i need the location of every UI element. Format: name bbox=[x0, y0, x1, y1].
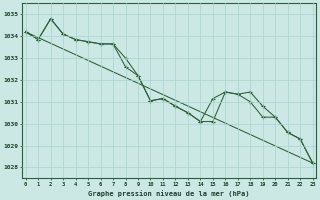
X-axis label: Graphe pression niveau de la mer (hPa): Graphe pression niveau de la mer (hPa) bbox=[88, 190, 250, 197]
